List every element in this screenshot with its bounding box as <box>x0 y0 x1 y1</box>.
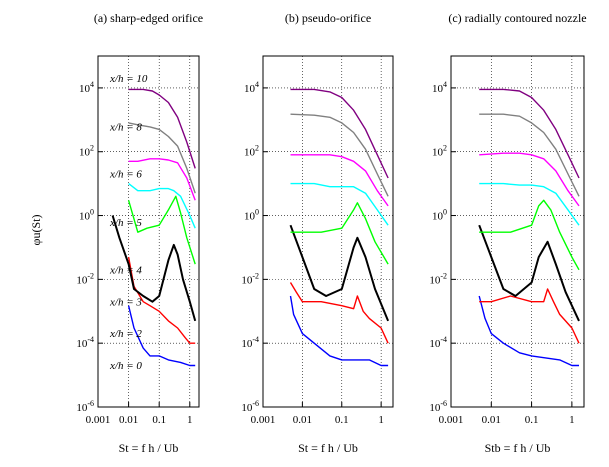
curve-label: x/h = 6 <box>109 169 142 181</box>
y-tick-label: 102 <box>79 144 94 159</box>
series-x-h-3 <box>289 224 390 322</box>
x-axis-label: St = f h / Ub <box>298 441 358 455</box>
series-x-h-3 <box>478 224 580 322</box>
plot-frame <box>450 55 585 408</box>
y-tick-label: 10-2 <box>76 271 94 286</box>
panel-title: (b) pseudo-orifice <box>285 11 371 25</box>
y-tick-label: 100 <box>244 208 259 223</box>
y-tick-label: 100 <box>432 208 447 223</box>
curve-label: x/h = 8 <box>109 122 142 134</box>
x-tick-label: 0.001 <box>86 414 111 426</box>
series-x-h-5 <box>479 182 580 226</box>
plot-frame <box>97 55 200 408</box>
panel-title: (c) radially contoured nozzle <box>448 11 586 25</box>
series-x-h-6 <box>128 158 196 201</box>
series-x-h-3 <box>111 215 197 322</box>
y-tick-label: 102 <box>244 144 259 159</box>
series-x-h-10 <box>128 88 196 169</box>
y-tick-label: 104 <box>79 80 94 95</box>
panel-a: 0.001 0.01 0.1 1 10-6 10-4 10-2 100 102 104 (a) sh… <box>76 11 203 455</box>
series-x-h-8 <box>290 113 389 197</box>
y-tick-label: 104 <box>432 80 447 95</box>
x-tick-label: 0.1 <box>525 414 539 426</box>
curve-label: x/h = 0 <box>109 360 142 372</box>
series-x-h-0 <box>478 295 579 367</box>
x-tick-label: 0.01 <box>482 414 501 426</box>
plot-frame <box>262 55 394 408</box>
series-x-h-5 <box>128 183 196 229</box>
x-tick-label: 0.01 <box>293 414 312 426</box>
y-tick-label: 102 <box>432 144 447 159</box>
x-tick-label: 1 <box>569 414 575 426</box>
y-tick-label: 10-4 <box>429 335 447 350</box>
series-x-h-5 <box>290 182 389 226</box>
series-x-h-4 <box>479 199 580 271</box>
series-x-h-2 <box>479 288 580 344</box>
series-x-h-10 <box>479 88 580 179</box>
y-axis-label: φu(St) <box>29 215 43 246</box>
y-tick-label: 10-4 <box>76 335 94 350</box>
x-tick-label: 1 <box>378 414 384 426</box>
series-x-h-4 <box>290 202 389 265</box>
x-tick-label: 0.001 <box>439 414 464 426</box>
curve-label: x/h = 4 <box>109 264 142 276</box>
y-tick-label: 10-2 <box>429 271 447 286</box>
series-x-h-6 <box>290 154 389 207</box>
y-tick-label: 10-2 <box>241 271 259 286</box>
x-axis-label: Stb = f h / Ub <box>485 441 551 455</box>
series-x-h-6 <box>479 152 580 207</box>
x-tick-label: 0.1 <box>335 414 349 426</box>
series-x-h-0 <box>127 305 196 367</box>
panel-b: 0.001 0.01 0.1 1 10-6 10-4 10-2 100 102 104 (b) ps… <box>241 11 394 455</box>
panel-title: (a) sharp-edged orifice <box>94 11 203 25</box>
x-tick-label: 1 <box>187 414 193 426</box>
series-x-h-4 <box>127 195 196 265</box>
x-axis-label: St = f h / Ub <box>119 441 179 455</box>
series-x-h-8 <box>128 122 196 194</box>
x-tick-label: 0.01 <box>119 414 138 426</box>
x-tick-label: 0.1 <box>152 414 166 426</box>
y-tick-label: 10-6 <box>429 399 447 414</box>
x-tick-label: 0.001 <box>251 414 276 426</box>
series-x-h-8 <box>479 113 580 197</box>
curve-label: x/h = 2 <box>109 328 142 340</box>
curve-label: x/h = 5 <box>109 217 142 229</box>
curve-label: x/h = 10 <box>109 73 148 85</box>
y-tick-label: 10-6 <box>76 399 94 414</box>
y-tick-label: 100 <box>79 208 94 223</box>
curve-label: x/h = 3 <box>109 296 142 308</box>
y-tick-label: 104 <box>244 80 259 95</box>
panel-c: 0.001 0.01 0.1 1 10-6 10-4 10-2 100 102 104 (c) ra… <box>429 11 586 455</box>
series-x-h-10 <box>290 88 389 179</box>
series-x-h-2 <box>289 282 389 344</box>
y-tick-label: 10-6 <box>241 399 259 414</box>
series-x-h-0 <box>289 295 389 367</box>
y-tick-label: 10-4 <box>241 335 259 350</box>
series-x-h-2 <box>127 256 196 344</box>
